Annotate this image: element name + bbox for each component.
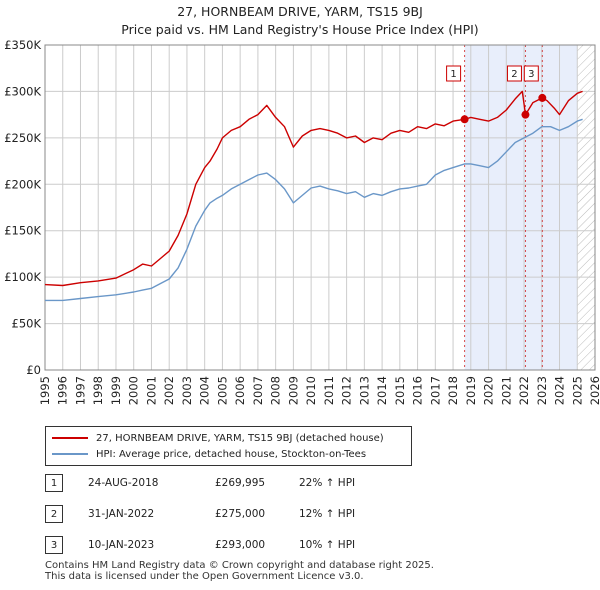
y-tick-label: £350K [4, 38, 41, 52]
x-tick-label: 1997 [73, 376, 87, 405]
transaction-price: £293,000 [215, 539, 266, 551]
x-tick-label: 1999 [109, 376, 123, 405]
y-tick-label: £150K [4, 224, 41, 238]
x-tick-label: 2025 [570, 376, 584, 405]
sale-label-box [506, 65, 522, 82]
shaded-region [464, 45, 578, 370]
x-tick-label: 2016 [411, 376, 425, 405]
sale-label-box [523, 65, 539, 82]
transaction-price: £269,995 [215, 477, 266, 489]
transaction-date: 24-AUG-2018 [88, 477, 159, 489]
x-tick-label: 2005 [215, 376, 229, 405]
x-tick-label: 2010 [304, 376, 318, 405]
x-tick-label: 2001 [144, 376, 158, 405]
x-tick-label: 2000 [127, 376, 141, 405]
price-chart: £0 £50K £100K £150K £200K £250K £300K £350K 1995… [4, 38, 600, 405]
x-tick-label: 2019 [464, 376, 478, 405]
transaction-hpi: 12% ↑ HPI [299, 508, 356, 520]
y-tick-label: £250K [4, 131, 41, 145]
sale-label: 1 [450, 69, 456, 80]
transaction-price: £275,000 [215, 508, 266, 520]
x-tick-label: 2021 [499, 376, 513, 405]
y-tick-label: £200K [4, 177, 41, 191]
legend-item-hpi: HPI: Average price, detached house, Stoc… [52, 447, 366, 461]
x-tick-label: 2023 [535, 376, 549, 405]
transaction-number: 2 [45, 505, 63, 523]
legend-item-property: 27, HORNBEAM DRIVE, YARM, TS15 9BJ (deta… [52, 431, 384, 445]
transaction-date: 10-JAN-2023 [88, 539, 155, 551]
legend-property-label: 27, HORNBEAM DRIVE, YARM, TS15 9BJ (deta… [96, 432, 384, 444]
property-price-line [44, 90, 583, 287]
y-tick-label: £300K [4, 84, 41, 98]
x-tick-label: 2004 [198, 376, 212, 405]
transaction-number: 1 [45, 474, 63, 492]
x-tick-label: 2013 [357, 376, 371, 405]
transaction-row: 2 31-JAN-2022 £275,000 12% ↑ HPI [45, 503, 445, 525]
x-tick-label: 2007 [251, 376, 265, 405]
y-tick-label: £0 [26, 363, 41, 377]
transaction-row: 1 24-AUG-2018 £269,995 22% ↑ HPI [45, 472, 445, 494]
x-tick-label: 1995 [38, 376, 52, 405]
transaction-hpi: 22% ↑ HPI [299, 477, 356, 489]
transaction-number: 3 [45, 536, 63, 554]
x-tick-label: 2018 [446, 376, 460, 405]
x-tick-label: 2009 [286, 376, 300, 405]
chart-subtitle: Price paid vs. HM Land Registry's House … [121, 22, 479, 37]
footer: Contains HM Land Registry data © Crown c… [45, 560, 434, 582]
sale-point [521, 110, 530, 119]
x-tick-label: 2003 [180, 376, 194, 405]
x-tick-label: 2012 [340, 376, 354, 405]
legend-blue-line [52, 453, 88, 455]
x-tick-label: 1998 [91, 376, 105, 405]
sale-point [538, 93, 547, 102]
hatched-forecast-region [577, 45, 595, 370]
sale-label: 3 [528, 69, 534, 80]
transaction-date: 31-JAN-2022 [88, 508, 155, 520]
x-tick-label: 2017 [428, 376, 442, 405]
x-tick-label: 2022 [517, 376, 531, 405]
x-tick-label: 2026 [588, 376, 600, 405]
x-tick-label: 2020 [482, 376, 496, 405]
y-tick-label: £50K [12, 317, 42, 331]
sale-point [460, 115, 469, 124]
legend-hpi-label: HPI: Average price, detached house, Stoc… [96, 448, 367, 460]
x-tick-label: 2006 [233, 376, 247, 405]
x-tick-label: 2002 [162, 376, 176, 405]
y-tick-label: £100K [4, 270, 41, 284]
sale-label: 2 [511, 69, 517, 80]
legend-red-line [52, 437, 88, 439]
x-tick-label: 2011 [322, 376, 336, 405]
x-tick-label: 2008 [269, 376, 283, 405]
plot-frame [44, 44, 596, 371]
transaction-row: 3 10-JAN-2023 £293,000 10% ↑ HPI [45, 534, 445, 556]
sale-label-box [446, 65, 462, 82]
x-tick-label: 1996 [56, 376, 70, 405]
transaction-hpi: 10% ↑ HPI [299, 539, 356, 551]
footer-copyright: Contains HM Land Registry data © Crown c… [45, 560, 434, 571]
x-tick-label: 2024 [553, 376, 567, 405]
x-tick-label: 2015 [393, 376, 407, 405]
chart-legend: 27, HORNBEAM DRIVE, YARM, TS15 9BJ (deta… [45, 426, 412, 466]
hpi-line [45, 118, 583, 302]
x-tick-label: 2014 [375, 376, 389, 405]
footer-licence: This data is licensed under the Open Gov… [45, 571, 364, 582]
chart-title: 27, HORNBEAM DRIVE, YARM, TS15 9BJ [177, 4, 423, 19]
